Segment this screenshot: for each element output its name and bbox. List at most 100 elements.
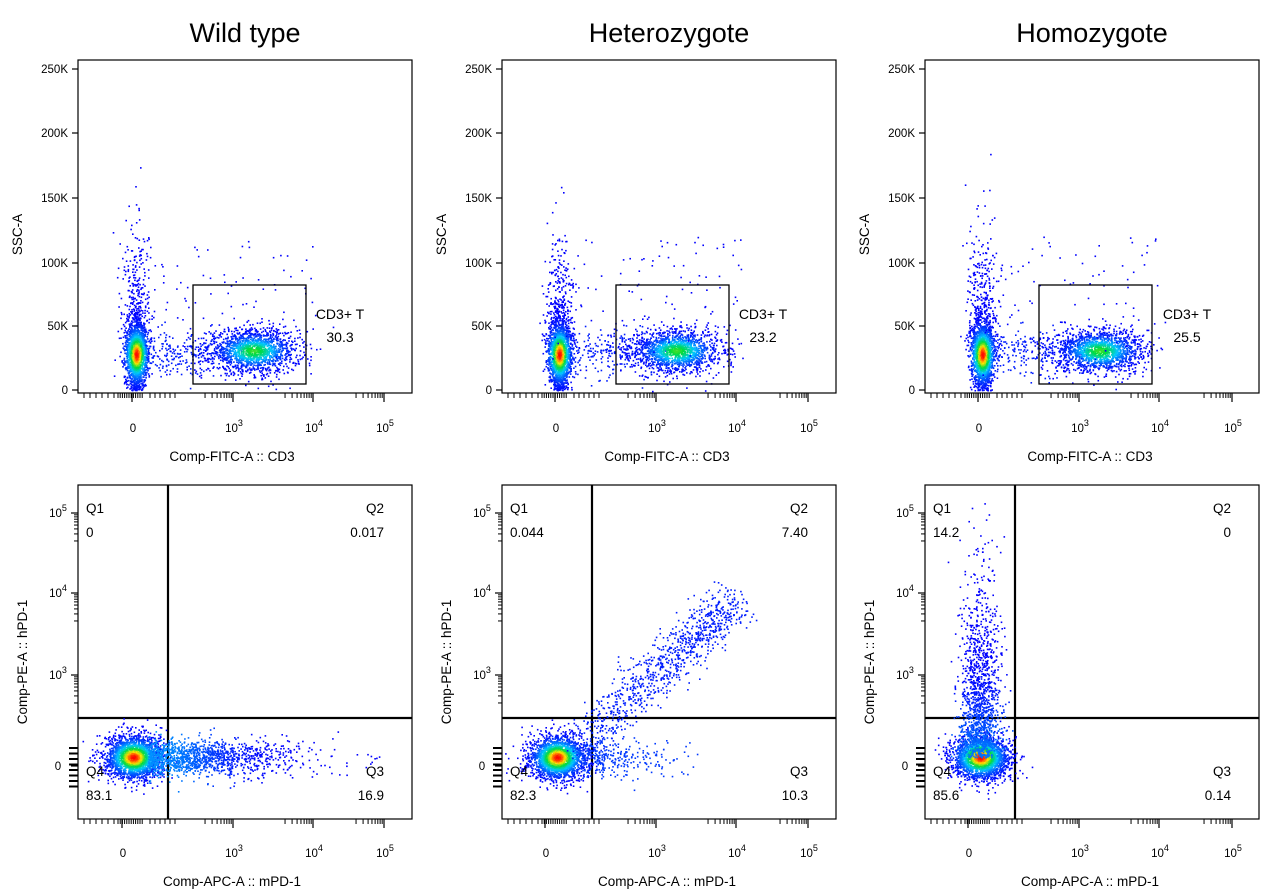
event-dot: [238, 370, 240, 372]
event-dot: [140, 255, 142, 257]
event-dot: [243, 364, 245, 366]
event-dot: [114, 375, 116, 377]
event-dot: [145, 373, 147, 375]
event-dot: [265, 368, 267, 370]
event-dot: [127, 246, 129, 248]
event-dot: [118, 306, 120, 308]
event-dot: [140, 383, 142, 385]
event-dot: [135, 237, 137, 239]
y-tick-label: 250K: [41, 64, 68, 76]
event-dot: [124, 332, 126, 334]
event-dot: [136, 383, 138, 385]
event-dot: [128, 363, 130, 365]
event-dot: [143, 376, 145, 378]
event-dot: [131, 323, 133, 325]
event-dot: [241, 353, 243, 355]
event-dot: [204, 332, 206, 334]
y-tick-label: 150K: [41, 193, 68, 205]
event-dot: [263, 335, 265, 337]
event-dot: [207, 349, 209, 351]
event-dot: [163, 282, 165, 284]
event-dot: [247, 364, 249, 366]
event-dot: [149, 319, 151, 321]
event-dot: [228, 355, 230, 357]
event-dot: [118, 778, 120, 780]
event-dot: [175, 365, 177, 367]
event-dot: [143, 381, 145, 383]
event-dot: [205, 343, 207, 345]
event-dot: [256, 342, 258, 344]
event-dot: [297, 359, 299, 361]
event-dot: [121, 314, 123, 316]
event-dot: [263, 327, 265, 329]
event-dot: [238, 343, 240, 345]
y-tick-label: 103: [49, 665, 67, 682]
event-dot: [146, 735, 148, 737]
event-dot: [145, 353, 147, 355]
event-dot: [139, 239, 141, 241]
event-dot: [240, 359, 242, 361]
event-dot: [169, 374, 171, 376]
event-dot: [259, 359, 261, 361]
event-dot: [138, 290, 140, 292]
event-dot: [256, 354, 258, 356]
x-tick-label: 0: [130, 423, 136, 435]
event-dot: [155, 724, 157, 726]
event-dot: [172, 349, 174, 351]
event-dot: [147, 256, 149, 258]
event-dot: [133, 314, 135, 316]
event-dot: [131, 309, 133, 311]
event-dot: [259, 323, 261, 325]
event-dot: [146, 357, 148, 359]
event-dot: [138, 356, 140, 358]
event-dot: [160, 376, 162, 378]
event-dot: [120, 352, 122, 354]
event-dot: [247, 342, 249, 344]
event-dot: [152, 361, 154, 363]
event-dot: [228, 331, 230, 333]
event-dot: [224, 274, 226, 276]
event-dot: [135, 331, 137, 333]
event-dot: [129, 297, 131, 299]
event-dot: [209, 358, 211, 360]
event-dot: [230, 374, 232, 376]
y-tick-label: 0: [62, 385, 68, 397]
event-dot: [154, 311, 156, 313]
event-dot: [123, 337, 125, 339]
event-dot: [250, 364, 252, 366]
event-dot: [239, 356, 241, 358]
event-dot: [134, 378, 136, 380]
event-dot: [222, 313, 224, 315]
event-dot: [133, 285, 135, 287]
event-dot: [223, 366, 225, 368]
event-dot: [226, 348, 228, 350]
event-dot: [275, 335, 277, 337]
x-axis-label: Comp-FITC-A :: CD3: [169, 449, 294, 464]
event-dot: [288, 332, 290, 334]
event-dot: [213, 353, 215, 355]
event-dot: [148, 358, 150, 360]
event-dot: [275, 353, 277, 355]
event-dot: [97, 750, 99, 752]
event-dot: [138, 286, 140, 288]
event-dot: [238, 374, 240, 376]
event-dot: [261, 372, 263, 374]
event-dot: [167, 302, 169, 304]
event-dot: [285, 360, 287, 362]
event-dot: [132, 289, 134, 291]
event-dot: [121, 726, 123, 728]
event-dot: [237, 330, 239, 332]
event-dot: [185, 348, 187, 350]
event-dot: [245, 340, 247, 342]
event-dot: [125, 342, 127, 344]
event-dot: [141, 328, 143, 330]
event-dot: [256, 369, 258, 371]
event-dot: [265, 343, 267, 345]
event-dot: [114, 738, 116, 740]
event-dot: [255, 356, 257, 358]
event-dot: [148, 302, 150, 304]
event-dot: [251, 358, 253, 360]
event-dot: [264, 345, 266, 347]
event-dot: [141, 350, 143, 352]
